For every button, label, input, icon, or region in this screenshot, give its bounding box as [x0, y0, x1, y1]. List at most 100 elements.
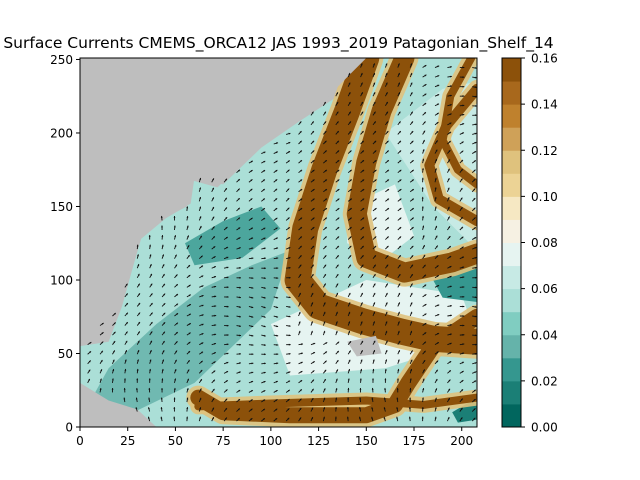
- vector-arrowhead: [288, 343, 291, 346]
- vector-arrowhead: [422, 245, 425, 248]
- vector-arrowhead: [239, 266, 241, 269]
- vector-arrowhead: [298, 330, 301, 333]
- vector-arrowhead: [360, 321, 363, 324]
- colorbar-tick-label: 0.14: [531, 98, 558, 112]
- vector-arrowhead: [337, 208, 340, 210]
- vector-arrowhead: [214, 333, 217, 336]
- y-tick-label: 200: [50, 126, 73, 140]
- vector-arrowhead: [323, 397, 326, 400]
- vector-arrowhead: [410, 111, 413, 114]
- vector-arrowhead: [263, 315, 266, 318]
- vector-arrowhead: [263, 334, 266, 337]
- vector-arrowhead: [300, 208, 303, 210]
- vector-arrowhead: [360, 350, 363, 353]
- vector-arrowhead: [275, 188, 278, 191]
- vector-arrowhead: [147, 416, 150, 419]
- vector-arrowhead: [362, 217, 365, 220]
- vector-arrowhead: [396, 407, 399, 410]
- vector-arrowhead: [160, 215, 163, 218]
- vector-arrowhead: [411, 255, 414, 258]
- colorbar-segment: [502, 288, 521, 313]
- vector-arrowhead: [384, 387, 387, 390]
- vector-arrowhead: [371, 416, 374, 419]
- vector-arrowhead: [299, 227, 302, 229]
- colorbar-segment: [502, 173, 521, 197]
- vector-arrowhead: [361, 150, 364, 153]
- vector-arrowhead: [226, 343, 229, 346]
- vector-arrowhead: [460, 169, 463, 172]
- vector-arrowhead: [421, 206, 424, 209]
- vector-arrowhead: [324, 369, 327, 372]
- vector-arrowhead: [136, 378, 139, 381]
- vector-arrowhead: [374, 131, 376, 134]
- colorbar-segment: [502, 127, 521, 151]
- vector-arrowhead: [449, 314, 452, 317]
- vector-arrowhead: [160, 416, 163, 419]
- vector-arrowhead: [385, 330, 388, 333]
- vector-arrowhead: [251, 362, 254, 365]
- vector-arrowhead: [251, 334, 254, 337]
- vector-arrowhead: [299, 245, 302, 248]
- vector-arrowhead: [113, 322, 116, 325]
- colorbar-tick-label: 0.16: [531, 52, 558, 66]
- vector-arrowhead: [239, 325, 241, 327]
- vector-arrowhead: [212, 388, 215, 391]
- vector-arrowhead: [300, 361, 303, 364]
- vector-arrowhead: [150, 331, 153, 334]
- vector-arrowhead: [288, 142, 291, 144]
- vector-arrowhead: [349, 198, 352, 201]
- vector-arrowhead: [212, 216, 215, 219]
- vector-arrowhead: [186, 388, 189, 391]
- vector-arrowhead: [287, 227, 290, 230]
- vector-arrowhead: [434, 397, 437, 400]
- x-tick-label: 100: [259, 434, 282, 448]
- vector-arrowhead: [473, 217, 476, 220]
- vector-arrowhead: [371, 397, 374, 400]
- vector-arrowhead: [410, 359, 413, 362]
- vector-arrowhead: [174, 244, 177, 247]
- vector-arrowhead: [163, 303, 166, 306]
- vector-arrowhead: [399, 179, 402, 182]
- vector-arrowhead: [101, 341, 104, 344]
- vector-arrowhead: [312, 245, 315, 248]
- vector-arrowhead: [137, 359, 139, 362]
- vector-arrowhead: [437, 75, 440, 78]
- vector-arrowhead: [449, 256, 452, 258]
- vector-arrowhead: [149, 350, 152, 353]
- vector-arrowhead: [373, 264, 376, 267]
- x-tick-label: 175: [403, 434, 426, 448]
- vector-arrowhead: [225, 408, 227, 411]
- vector-arrowhead: [348, 311, 351, 314]
- vector-arrowhead: [299, 407, 302, 410]
- vector-arrowhead: [324, 169, 327, 172]
- vector-arrowhead: [311, 283, 314, 286]
- vector-arrowhead: [149, 368, 152, 371]
- vector-arrowhead: [138, 321, 140, 324]
- current-band: [346, 58, 477, 283]
- vector-arrowhead: [409, 378, 412, 381]
- vector-arrowhead: [174, 254, 177, 257]
- vector-arrowhead: [373, 302, 376, 305]
- shelf-patch: [80, 250, 290, 420]
- vector-arrowhead: [239, 315, 241, 318]
- vector-arrowhead: [323, 302, 326, 305]
- vector-arrowhead: [251, 257, 254, 260]
- vector-arrowhead: [225, 398, 228, 401]
- vector-arrowhead: [150, 303, 153, 305]
- vector-arrowhead: [287, 179, 290, 181]
- vector-arrowhead: [263, 306, 266, 309]
- vector-arrowhead: [186, 216, 189, 218]
- vector-arrowhead: [398, 302, 400, 305]
- vector-arrowhead: [447, 416, 450, 419]
- vector-arrowhead: [399, 198, 402, 201]
- vector-arrowhead: [361, 340, 364, 343]
- vector-arrowhead: [287, 417, 290, 420]
- vector-arrowhead: [374, 208, 377, 210]
- vector-arrowhead: [238, 362, 241, 365]
- vector-arrowhead: [474, 305, 477, 308]
- vector-arrowhead: [188, 323, 191, 326]
- vector-arrowhead: [214, 295, 217, 298]
- vector-arrowhead: [187, 378, 189, 381]
- vector-arrowhead: [173, 215, 176, 218]
- vector-arrowhead: [462, 286, 465, 289]
